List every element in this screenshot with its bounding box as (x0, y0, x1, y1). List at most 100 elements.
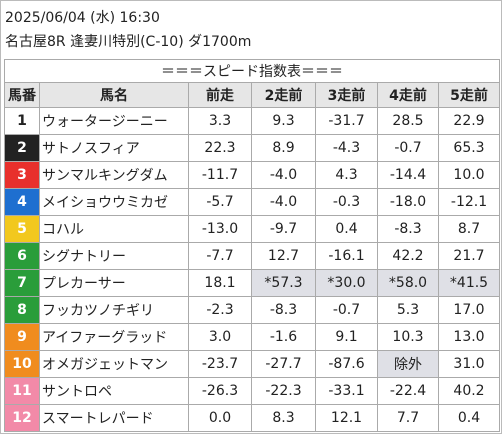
speed-index: 18.1 (188, 269, 252, 297)
speed-index: -23.7 (188, 350, 252, 378)
speed-index: -14.4 (377, 161, 439, 189)
horse-number: 10 (4, 350, 40, 378)
speed-index: 28.5 (377, 107, 439, 135)
speed-index: 21.7 (437, 242, 501, 270)
speed-index: -87.6 (315, 350, 378, 378)
column-header: 2走前 (251, 82, 316, 108)
speed-index: 13.0 (437, 323, 501, 351)
horse-number: 4 (4, 188, 40, 216)
speed-index: -18.0 (377, 188, 439, 216)
speed-index: -11.7 (188, 161, 252, 189)
speed-index: -9.7 (251, 215, 316, 243)
speed-index: 0.4 (315, 215, 378, 243)
speed-index: -4.3 (315, 134, 378, 162)
horse-number: 1 (4, 107, 40, 135)
speed-index: -0.3 (315, 188, 378, 216)
horse-name: アイファーグラッド (39, 323, 189, 351)
speed-index: 12.7 (251, 242, 316, 270)
horse-row: 9 アイファーグラッド 3.0 -1.6 9.1 10.3 13.0 (4, 323, 501, 351)
speed-index: -27.7 (251, 350, 316, 378)
horse-number: 6 (4, 242, 40, 270)
speed-index: 17.0 (437, 296, 501, 324)
column-header: 馬名 (39, 82, 189, 108)
horse-number: 7 (4, 269, 40, 297)
column-header: 馬番 (4, 82, 40, 108)
speed-index: *30.0 (315, 269, 378, 297)
speed-index: 65.3 (437, 134, 501, 162)
speed-index: 8.7 (437, 215, 501, 243)
horse-number: 11 (4, 377, 40, 405)
horse-name: オメガジェットマン (39, 350, 189, 378)
table-title: ＝＝＝スピード指数表＝＝＝ (3, 59, 501, 83)
horse-name: メイショウウミカゼ (39, 188, 189, 216)
speed-index: 3.0 (188, 323, 252, 351)
date-time: 2025/06/04 (水) 16:30 (5, 10, 160, 26)
speed-index: 8.9 (251, 134, 316, 162)
speed-index: -22.3 (251, 377, 316, 405)
horse-row: 3 サンマルキングダム -11.7 -4.0 4.3 -14.4 10.0 (4, 161, 501, 189)
horse-number: 9 (4, 323, 40, 351)
speed-index: 9.1 (315, 323, 378, 351)
horse-row: 5 コハル -13.0 -9.7 0.4 -8.3 8.7 (4, 215, 501, 243)
horse-name: コハル (39, 215, 189, 243)
speed-index: 4.3 (315, 161, 378, 189)
speed-index: -26.3 (188, 377, 252, 405)
speed-index: 5.3 (377, 296, 439, 324)
horse-name: サントロペ (39, 377, 189, 405)
race-info: 名古屋8R 逢妻川特別(C-10) ダ1700m (5, 34, 252, 50)
horse-row: 7 プレカーサー 18.1 *57.3 *30.0 *58.0 *41.5 (4, 269, 501, 297)
speed-index: *58.0 (377, 269, 439, 297)
horse-name: サンマルキングダム (39, 161, 189, 189)
horse-row: 2 サトノスフィア 22.3 8.9 -4.3 -0.7 65.3 (4, 134, 501, 162)
speed-index: 9.3 (251, 107, 316, 135)
speed-index: 22.3 (188, 134, 252, 162)
column-header: 前走 (188, 82, 252, 108)
speed-index: 10.3 (377, 323, 439, 351)
speed-index: -2.3 (188, 296, 252, 324)
speed-index: *41.5 (437, 269, 501, 297)
horse-row: 11 サントロペ -26.3 -22.3 -33.1 -22.4 40.2 (4, 377, 501, 405)
speed-index: 40.2 (437, 377, 501, 405)
speed-index: -31.7 (315, 107, 378, 135)
speed-index: -12.1 (437, 188, 501, 216)
horse-number: 2 (4, 134, 40, 162)
horse-name: プレカーサー (39, 269, 189, 297)
speed-index: 12.1 (315, 404, 378, 432)
speed-index: -1.6 (251, 323, 316, 351)
speed-index: -4.0 (251, 161, 316, 189)
horse-row: 10 オメガジェットマン -23.7 -27.7 -87.6 除外 31.0 (4, 350, 501, 378)
horse-row: 12 スマートレパード 0.0 8.3 12.1 7.7 0.4 (4, 404, 501, 432)
speed-index: -5.7 (188, 188, 252, 216)
speed-index: 31.0 (437, 350, 501, 378)
speed-index: 7.7 (377, 404, 439, 432)
speed-index: -16.1 (315, 242, 378, 270)
speed-index: 0.4 (437, 404, 501, 432)
speed-index: -0.7 (377, 134, 439, 162)
horse-number: 3 (4, 161, 40, 189)
speed-index: -13.0 (188, 215, 252, 243)
speed-index: 3.3 (188, 107, 252, 135)
speed-index: 10.0 (437, 161, 501, 189)
speed-table: ＝＝＝スピード指数表＝＝＝ 馬番 馬名 前走 2走前 3走前 4走前 5走前 1 ウォータージ… (3, 59, 501, 432)
horse-row: 8 フッカツノチギリ -2.3 -8.3 -0.7 5.3 17.0 (4, 296, 501, 324)
speed-index: *57.3 (251, 269, 316, 297)
speed-index: 22.9 (437, 107, 501, 135)
horse-number: 12 (4, 404, 40, 432)
column-header: 5走前 (437, 82, 501, 108)
horse-row: 6 シグナトリー -7.7 12.7 -16.1 42.2 21.7 (4, 242, 501, 270)
horse-name: フッカツノチギリ (39, 296, 189, 324)
horse-row: 1 ウォータージーニー 3.3 9.3 -31.7 28.5 22.9 (4, 107, 501, 135)
speed-index: 除外 (377, 350, 439, 378)
speed-index: -22.4 (377, 377, 439, 405)
horse-number: 8 (4, 296, 40, 324)
speed-index: -8.3 (251, 296, 316, 324)
speed-index: -8.3 (377, 215, 439, 243)
speed-index: 42.2 (377, 242, 439, 270)
horse-name: ウォータージーニー (39, 107, 189, 135)
speed-index: -7.7 (188, 242, 252, 270)
horse-name: スマートレパード (39, 404, 189, 432)
speed-index: -33.1 (315, 377, 378, 405)
column-header: 3走前 (315, 82, 378, 108)
horse-name: サトノスフィア (39, 134, 189, 162)
